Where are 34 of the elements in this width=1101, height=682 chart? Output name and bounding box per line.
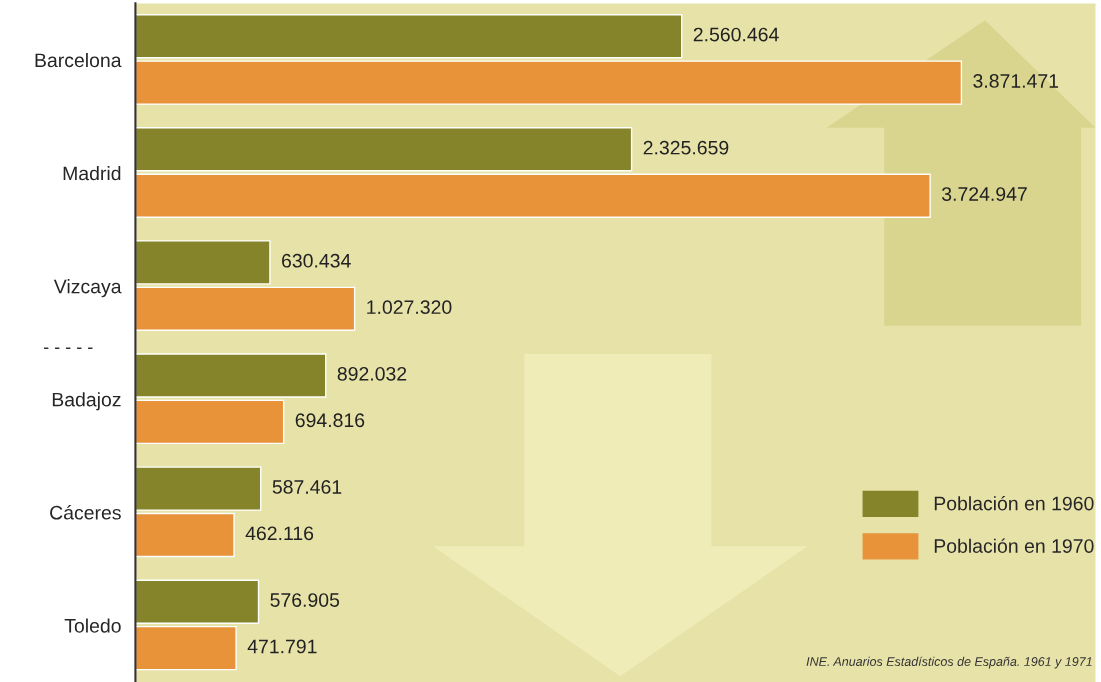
bar <box>135 14 683 59</box>
data-label: 1.027.320 <box>367 300 452 315</box>
bar <box>135 625 237 671</box>
y-tick-label: Toledo <box>64 618 121 633</box>
bar <box>135 466 262 511</box>
data-label: 471.791 <box>247 639 317 654</box>
y-tick-label: Badajoz <box>52 392 121 411</box>
bar <box>135 353 327 398</box>
bar <box>135 127 633 172</box>
bar <box>135 579 260 624</box>
bar <box>135 173 931 218</box>
data-label: 587.461 <box>272 480 342 494</box>
data-label: 630.434 <box>282 253 351 268</box>
annotation: INE. Anuarios Estadísticos de España. 1961 y 1971 <box>806 656 1092 669</box>
bar <box>135 60 963 105</box>
y-tick-label: Barcelona <box>35 52 122 68</box>
data-label: 2.560.464 <box>693 27 779 42</box>
data-label: 892.032 <box>337 366 407 381</box>
y-tick-label: Vizcaya <box>53 279 122 298</box>
y-tick-label: Cáceres <box>50 505 121 520</box>
data-label: 462.116 <box>245 526 314 541</box>
data-label: 694.816 <box>295 413 365 428</box>
data-label: 576.905 <box>270 593 340 607</box>
y-tick-label: Madrid <box>63 166 121 181</box>
data-label: 3.724.947 <box>941 187 1027 201</box>
legend-label: Población en 1960 <box>934 495 1094 511</box>
data-label: 2.325.659 <box>643 140 729 155</box>
data-label: 3.871.471 <box>973 74 1059 88</box>
bar <box>135 286 356 332</box>
legend-label: Población en 1970 <box>934 538 1094 553</box>
text: - - - - - <box>43 347 93 349</box>
bar <box>135 399 285 445</box>
bar <box>135 512 235 558</box>
bar <box>135 240 271 285</box>
